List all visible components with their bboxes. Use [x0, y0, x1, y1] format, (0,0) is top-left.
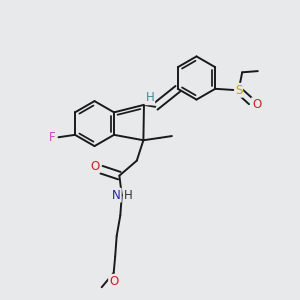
Text: N: N: [112, 189, 121, 202]
Text: O: O: [90, 160, 99, 172]
Text: S: S: [235, 84, 242, 97]
Text: F: F: [49, 131, 56, 144]
Text: H: H: [146, 91, 154, 104]
Text: H: H: [124, 189, 133, 202]
Text: O: O: [252, 98, 261, 111]
Text: O: O: [109, 275, 118, 288]
